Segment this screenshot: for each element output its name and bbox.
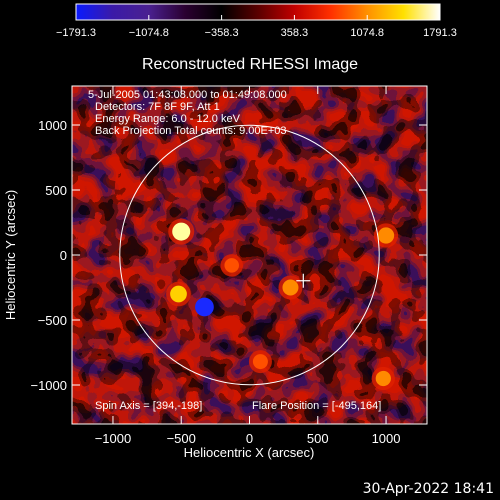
x-tick-label: −500 [167, 431, 196, 446]
x-tick-label: 500 [307, 431, 329, 446]
spin-axis-plus-marker [296, 273, 311, 288]
y-tick-label: −500 [38, 313, 67, 328]
y-tick-label: 1000 [38, 118, 67, 133]
x-tick-label: −1000 [95, 431, 132, 446]
y-axis-label: Heliocentric Y (arcsec) [3, 190, 18, 320]
hot-spot [172, 222, 191, 241]
x-tick-label: 0 [246, 431, 253, 446]
colorbar-tick-label: 1791.3 [423, 27, 457, 39]
hot-spot [170, 285, 187, 303]
hot-spot [195, 297, 214, 317]
colorbar-tick-label: −1791.3 [56, 27, 96, 39]
plot-area [72, 86, 427, 424]
heatmap-noise-dark [72, 86, 427, 424]
hot-spot [224, 258, 239, 273]
annotation-detectors: Detectors: 7F 8F 9F, Att 1 [95, 101, 220, 113]
annotation-method: Back Projection Total counts: 9.00E+03 [95, 125, 287, 137]
annotations: 5-Jul-2005 01:43:08.000 to 01:49:08.000 … [88, 89, 381, 412]
colorbar-tick-label: 1074.8 [350, 27, 384, 39]
hot-spot [282, 279, 299, 296]
colorbar-tick-label: −358.3 [205, 27, 239, 39]
x-tick-label: 1000 [372, 431, 401, 446]
colorbar-tick-label: 358.3 [281, 27, 309, 39]
colorbar: −1791.3 −1074.8 −358.3 358.3 1074.8 1791.3 [56, 3, 457, 39]
colorbar-gradient [75, 3, 441, 21]
solar-limb-circle [119, 124, 380, 386]
colorbar-tick-label: −1074.8 [129, 27, 169, 39]
annotation-energy: Energy Range: 6.0 - 12.0 keV [95, 113, 241, 125]
colorbar-ticks: −1791.3 −1074.8 −358.3 358.3 1074.8 1791.3 [56, 15, 457, 39]
annotation-time: 5-Jul-2005 01:43:08.000 to 01:49:08.000 [88, 89, 287, 101]
x-axis-label: Heliocentric X (arcsec) [184, 445, 315, 460]
y-tick-label: 0 [60, 248, 67, 263]
y-tick-label: 500 [45, 183, 67, 198]
hot-spot [252, 354, 268, 370]
hot-spot [375, 370, 391, 387]
spin-axis-label: Spin Axis = [394,-198] [95, 400, 202, 412]
y-axis-ticks: −1000 −500 0 500 1000 [30, 118, 427, 393]
hot-spot [377, 227, 395, 244]
chart-title: Reconstructed RHESSI Image [142, 56, 358, 73]
flare-position-label: Flare Position = [-495,164] [252, 400, 381, 412]
x-axis-ticks: −1000 −500 0 500 1000 [95, 86, 401, 446]
hot-spots [166, 218, 399, 391]
footer-timestamp: 30-Apr-2022 18:41 [362, 481, 494, 497]
y-tick-label: −1000 [30, 378, 67, 393]
